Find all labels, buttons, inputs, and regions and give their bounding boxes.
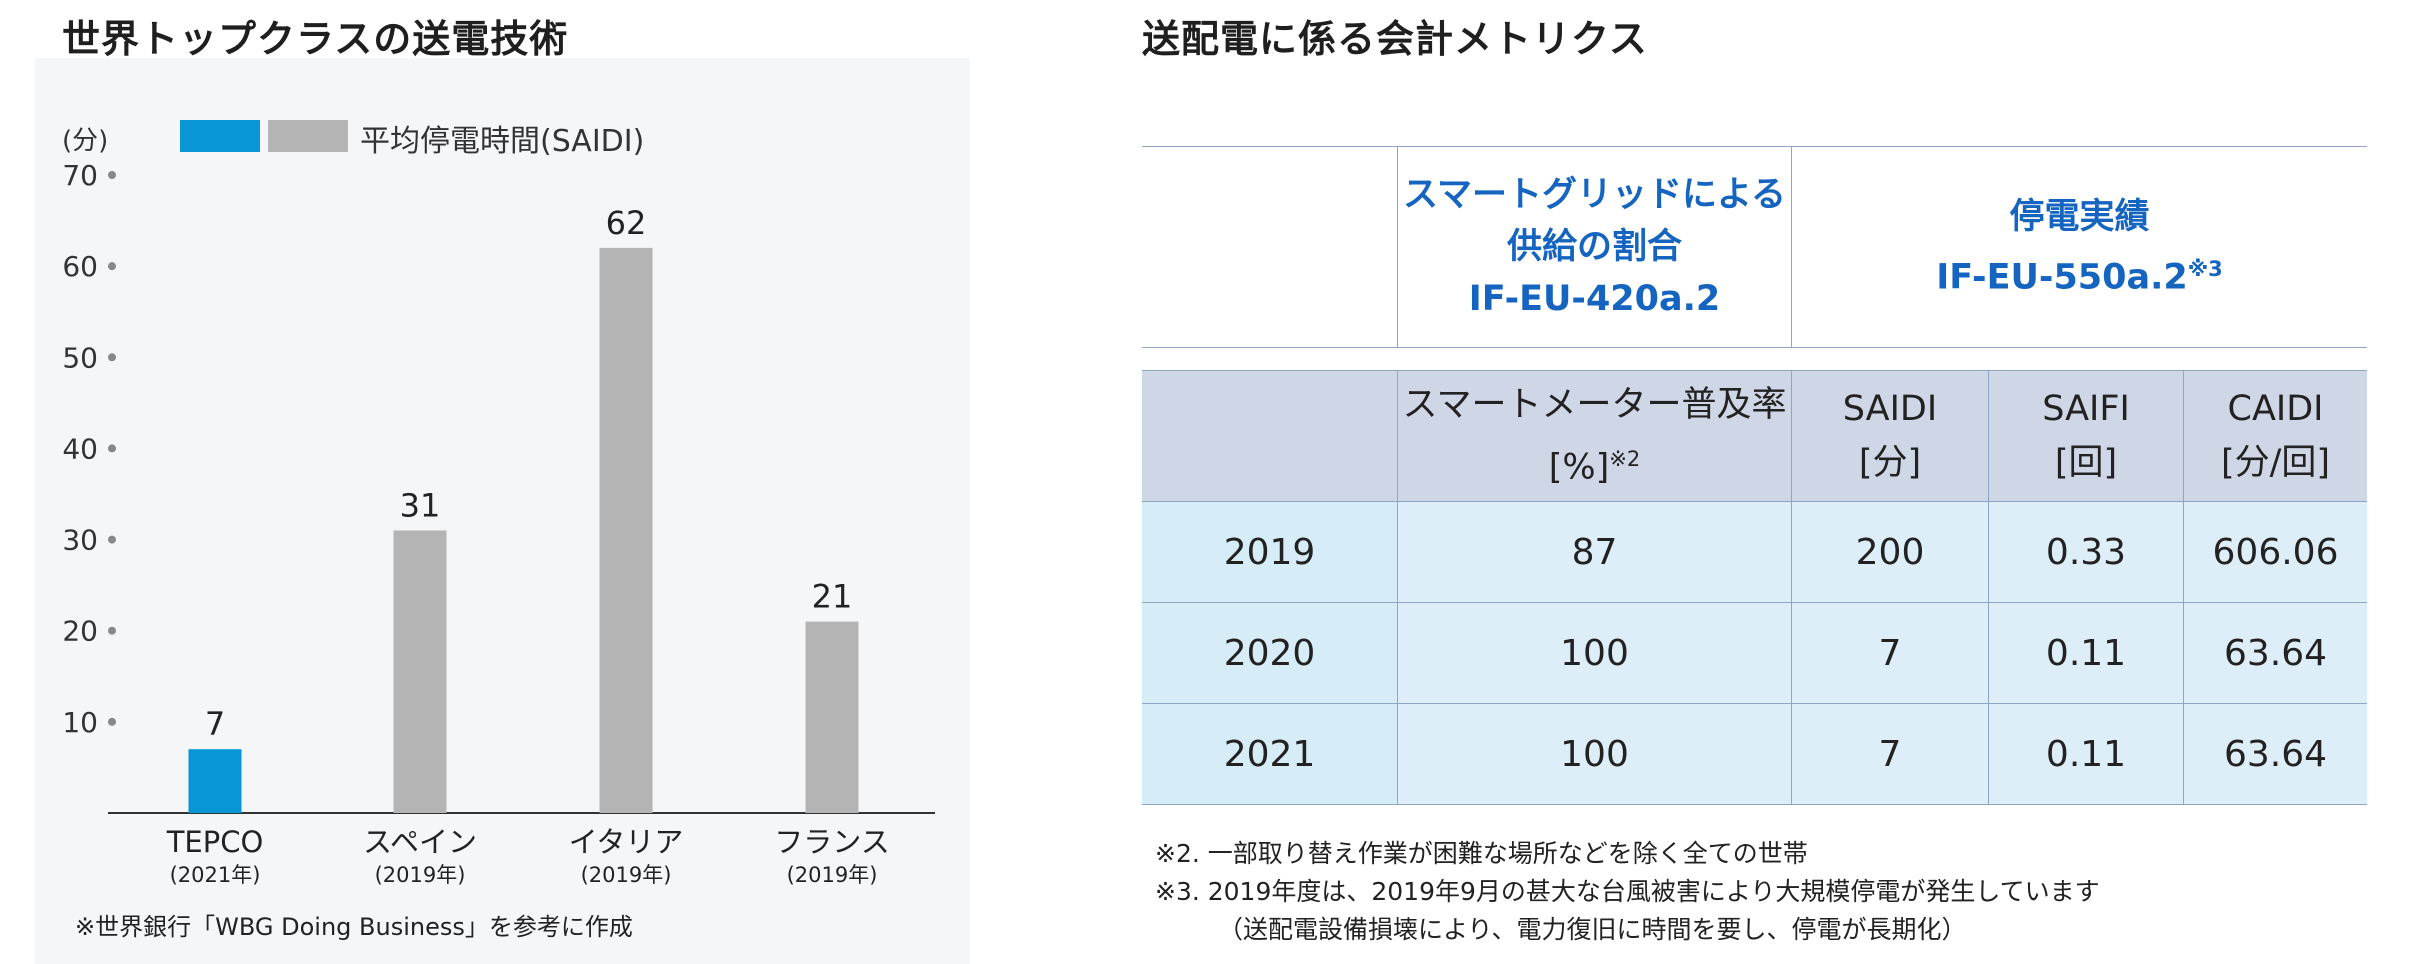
group2-code: IF-EU-550a.2 <box>1936 257 2188 298</box>
bar <box>393 530 447 813</box>
col-header-saifi: SAIFI [回] <box>1988 370 2184 502</box>
category-sublabel: (2019年) <box>375 863 466 887</box>
y-tick-dot <box>108 171 116 179</box>
cell-caidi: 63.64 <box>2183 602 2367 704</box>
y-tick-dot <box>108 262 116 271</box>
group-header-smartgrid: スマートグリッドによる 供給の割合 IF-EU-420a.2 <box>1397 146 1792 348</box>
table-row: 2020 100 7 0.11 63.64 <box>1142 602 2367 704</box>
year-header-cell <box>1142 370 1398 502</box>
data-label: 21 <box>812 578 853 616</box>
data-label: 62 <box>606 204 647 242</box>
col-header-saidi: SAIDI [分] <box>1791 370 1989 502</box>
right-title: 送配電に係る会計メトリクス <box>1142 17 1648 61</box>
category-sublabel: (2019年) <box>581 863 672 887</box>
cell-smart: 87 <box>1397 501 1792 603</box>
table-row: 2019 87 200 0.33 606.06 <box>1142 501 2367 603</box>
col-saidi-l2: [分] <box>1858 443 1922 483</box>
col-saidi-l1: SAIDI <box>1842 389 1938 429</box>
y-tick-label: 30 <box>62 524 98 557</box>
y-tick-dot <box>108 444 116 453</box>
category-label: TEPCO <box>166 825 264 859</box>
category-label: イタリア <box>569 825 684 859</box>
category-label: フランス <box>774 825 889 859</box>
group1-line1: スマートグリッドによる <box>1403 175 1786 215</box>
data-label: 31 <box>400 486 441 524</box>
group2-sup: ※3 <box>2187 256 2223 281</box>
y-tick-dot <box>108 717 116 726</box>
cell-smart: 100 <box>1397 703 1792 805</box>
col-smart-l2: [%] <box>1548 447 1610 488</box>
cell-saifi: 0.33 <box>1988 501 2184 603</box>
note-3: ※3. 2019年度は、2019年9月の甚大な台風被害により大規模停電が発生して… <box>1155 877 2100 906</box>
y-tick-label: 50 <box>62 341 98 374</box>
group1-code: IF-EU-420a.2 <box>1468 279 1721 319</box>
bar <box>805 621 859 813</box>
empty-corner-cell <box>1142 146 1398 348</box>
col-caidi-l1: CAIDI <box>2227 389 2324 429</box>
table-group-header-row: スマートグリッドによる 供給の割合 IF-EU-420a.2 停電実績 IF-E… <box>1142 146 2367 348</box>
bar-chart: 10 20 30 40 50 60 70 7 TEPCO (2021年) 31 スペイン (2019年)… <box>62 159 935 887</box>
note-3-cont: （送配電設備損壊により、電力復旧に時間を要し、停電が長期化） <box>1218 915 1967 944</box>
col-saifi-l2: [回] <box>2054 443 2118 483</box>
y-axis-unit: (分) <box>62 126 109 156</box>
y-tick-dot <box>108 535 116 544</box>
col-header-caidi: CAIDI [分/回] <box>2183 370 2367 502</box>
col-smart-sup: ※2 <box>1609 446 1641 471</box>
legend-swatch-bar <box>268 120 348 152</box>
category-sublabel: (2019年) <box>787 863 878 887</box>
legend-label: 平均停電時間(SAIDI) <box>360 124 645 159</box>
table-column-header-row: スマートメーター普及率 [%]※2 SAIDI [分] SAIFI [回] CA… <box>1142 370 2367 502</box>
y-tick-label: 60 <box>62 250 98 283</box>
cell-saifi: 0.11 <box>1988 602 2184 704</box>
y-tick-label: 10 <box>62 706 98 739</box>
cell-caidi: 606.06 <box>2183 501 2367 603</box>
legend-swatch-highlight <box>180 120 260 152</box>
cell-smart: 100 <box>1397 602 1792 704</box>
left-title: 世界トップクラスの送電技術 <box>62 17 569 61</box>
col-saifi-l1: SAIFI <box>2042 389 2130 429</box>
metrics-table: スマートグリッドによる 供給の割合 IF-EU-420a.2 停電実績 IF-E… <box>1142 146 2367 805</box>
group2-line1: 停電実績 <box>2009 196 2150 237</box>
col-smart-l1: スマートメーター普及率 <box>1402 384 1787 425</box>
cell-year: 2019 <box>1142 501 1398 603</box>
y-tick-label: 70 <box>62 159 98 192</box>
group-header-outage: 停電実績 IF-EU-550a.2※3 <box>1791 146 2367 348</box>
category-label: スペイン <box>363 825 477 859</box>
bar <box>188 749 242 813</box>
category-sublabel: (2021年) <box>170 863 261 887</box>
cell-saidi: 7 <box>1791 703 1989 805</box>
y-tick-label: 20 <box>62 615 98 648</box>
col-caidi-l2: [分/回] <box>2220 443 2331 483</box>
data-label: 7 <box>205 705 225 743</box>
table-row: 2021 100 7 0.11 63.64 <box>1142 703 2367 805</box>
cell-caidi: 63.64 <box>2183 703 2367 805</box>
col-header-smart-meter: スマートメーター普及率 [%]※2 <box>1397 370 1792 502</box>
y-tick-dot <box>108 353 116 362</box>
bar <box>599 247 653 813</box>
y-tick-dot <box>108 626 116 635</box>
cell-saifi: 0.11 <box>1988 703 2184 805</box>
chart-footnote: ※世界銀行「WBG Doing Business」を参考に作成 <box>75 913 633 941</box>
cell-year: 2021 <box>1142 703 1398 805</box>
cell-saidi: 200 <box>1791 501 1989 603</box>
group1-line2: 供給の割合 <box>1506 227 1682 267</box>
cell-saidi: 7 <box>1791 602 1989 704</box>
y-tick-label: 40 <box>62 432 98 465</box>
note-2: ※2. 一部取り替え作業が困難な場所などを除く全ての世帯 <box>1155 839 1808 868</box>
cell-year: 2020 <box>1142 602 1398 704</box>
